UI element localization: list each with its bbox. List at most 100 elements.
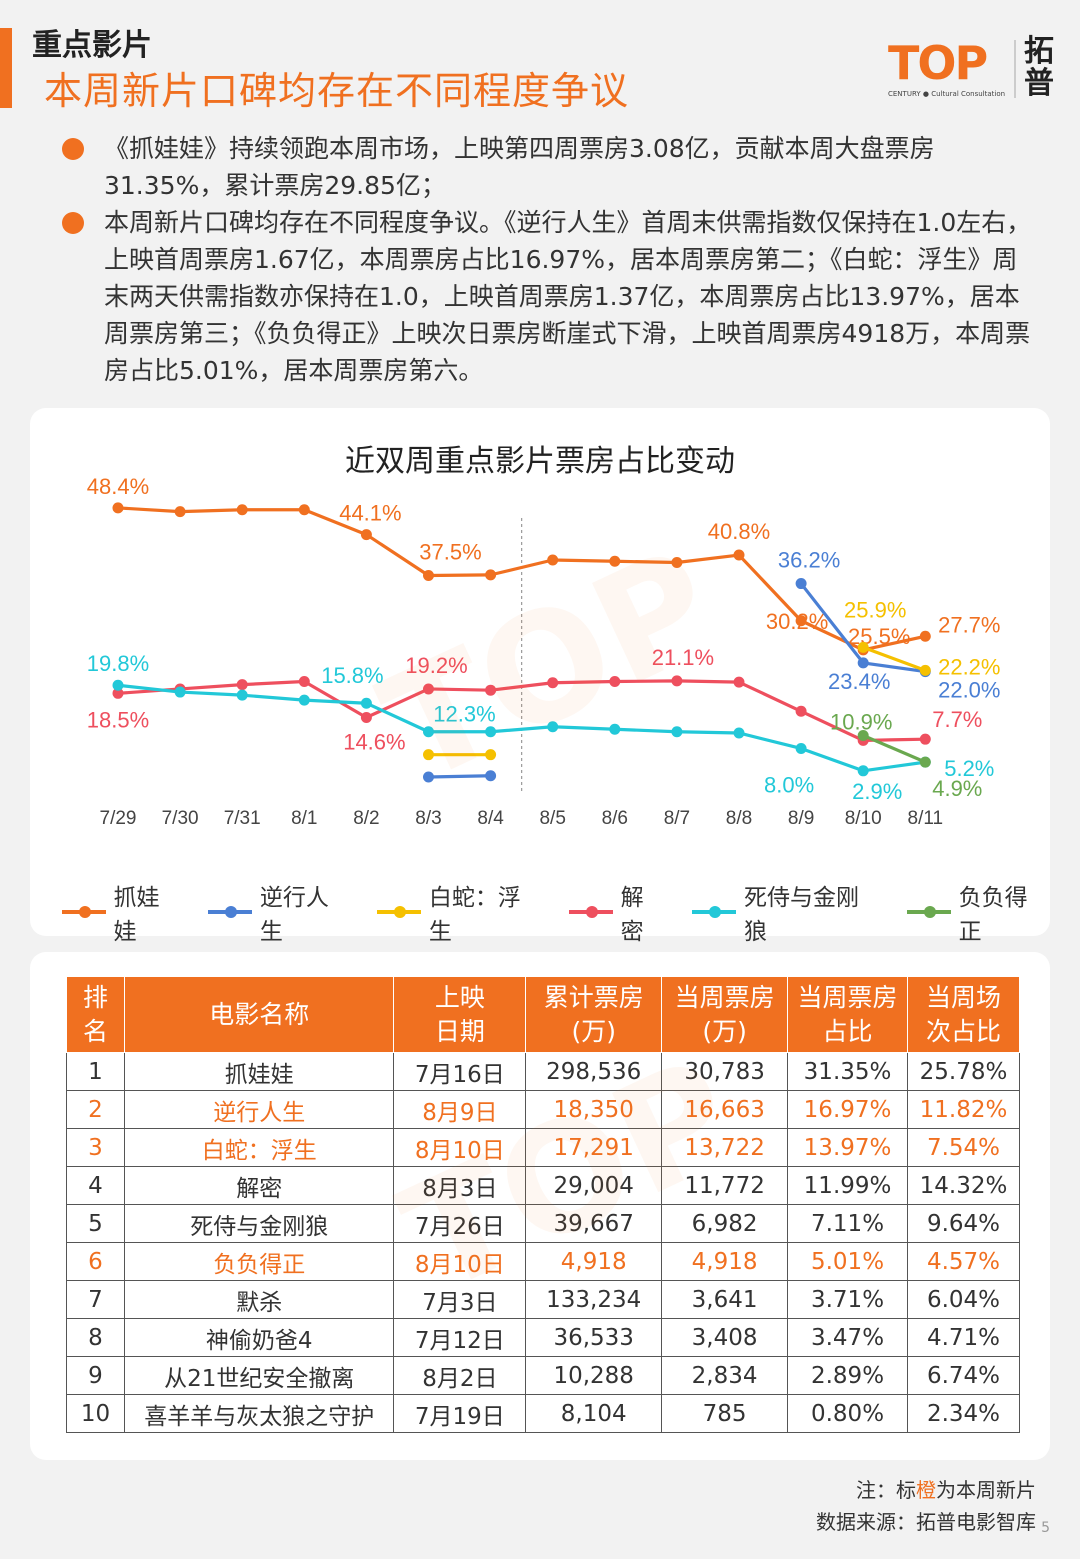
x-tick-label: 8/5 [539,808,565,829]
data-point [671,556,683,568]
legend-label: 白蛇：浮生 [428,885,521,945]
data-point [857,657,869,669]
cell-weekly: 13,722 [661,1128,789,1167]
cell-weekly: 785 [661,1394,789,1433]
data-point [485,726,497,738]
cell-date: 8月10日 [393,1128,527,1167]
legend-line-icon [692,906,736,918]
section-kicker: 重点影片 [32,28,152,63]
column-header: 排名 [66,976,125,1053]
data-label: 30.2% [766,609,828,634]
data-label: 48.4% [87,474,149,499]
cell-name: 默杀 [123,1280,395,1319]
data-point [609,723,621,735]
cell-date: 8月9日 [393,1090,527,1129]
cell-rank: 7 [66,1280,125,1319]
data-point [857,765,869,777]
series-line-抓娃娃 [117,506,926,652]
data-point [919,733,931,745]
column-header: 当周票房 占比 [787,976,908,1053]
legend-item: 负负得正 [907,878,1050,946]
x-tick-label: 7/29 [100,808,137,829]
cell-name: 从21世纪安全撤离 [123,1356,395,1395]
cell-rank: 6 [66,1242,125,1281]
data-label: 7.7% [932,707,982,732]
data-point [298,504,310,516]
logo-mark: TOP [888,36,988,90]
column-header: 上映 日期 [393,976,527,1053]
data-label: 14.6% [343,729,405,754]
data-point [919,664,931,676]
data-label: 25.5% [848,624,910,649]
data-point [919,630,931,642]
legend-line-icon [62,906,106,918]
cell-screen: 7.54% [906,1128,1021,1167]
data-label: 2.9% [852,779,902,804]
cell-date: 8月2日 [393,1356,527,1395]
legend-line-icon [569,906,613,918]
data-label: 40.8% [708,519,770,544]
data-point [485,684,497,696]
column-header: 当周场 次占比 [906,976,1021,1053]
data-point [360,529,372,541]
cell-rank: 1 [66,1052,125,1091]
data-point [485,749,497,761]
x-tick-label: 8/2 [353,808,379,829]
x-tick-label: 8/9 [788,808,814,829]
series-line-负负得正 [862,733,926,764]
cell-share: 31.35% [787,1052,908,1091]
bullet-text: 《抓娃娃》持续领跑本周市场，上映第四周票房3.08亿，贡献本周大盘票房31.35… [104,134,935,200]
column-header: 累计票房 (万) [525,976,663,1053]
cell-total: 36,533 [525,1318,663,1357]
legend-item: 解密 [569,878,666,946]
series-line-死侍与金刚狼 [117,683,926,773]
cell-total: 4,918 [525,1242,663,1281]
x-tick-label: 8/7 [664,808,690,829]
cell-screen: 9.64% [906,1204,1021,1243]
cell-weekly: 3,408 [661,1318,789,1357]
data-point [360,697,372,709]
cell-name: 白蛇：浮生 [123,1128,395,1167]
data-point [733,549,745,561]
data-point [298,676,310,688]
data-point [919,756,931,768]
data-point [547,554,559,566]
bullet-item: 《抓娃娃》持续领跑本周市场，上映第四周票房3.08亿，贡献本周大盘票房31.35… [60,130,1040,204]
data-label: 22.0% [938,678,1000,703]
page-number: 5 [1041,1520,1050,1536]
cell-screen: 25.78% [906,1052,1021,1091]
table-row: 8 神偷奶爸4 7月12日 36,533 3,408 3.47% 4.71% [66,1318,1021,1357]
legend-line-icon [208,906,252,918]
cell-weekly: 3,641 [661,1280,789,1319]
bullet-dot-icon [62,138,84,160]
accent-bar [0,28,12,108]
cell-name: 负负得正 [123,1242,395,1281]
cell-date: 7月19日 [393,1394,527,1433]
data-point [609,676,621,688]
data-label: 27.7% [938,612,1000,637]
data-source: 数据来源：拓普电影智库 [816,1510,1036,1534]
data-point [795,742,807,754]
data-label: 19.8% [87,651,149,676]
cell-rank: 2 [66,1090,125,1129]
legend-label: 抓娃娃 [113,885,160,945]
footnote-highlight: 橙 [916,1478,936,1502]
cell-screen: 4.57% [906,1242,1021,1281]
data-point [112,687,124,699]
data-point [236,679,248,691]
cell-share: 3.47% [787,1318,908,1357]
cell-total: 39,667 [525,1204,663,1243]
x-tick-label: 7/30 [162,808,199,829]
cell-rank: 4 [66,1166,125,1205]
cell-name: 死侍与金刚狼 [123,1204,395,1243]
box-office-table: 排名电影名称 上映 日期 累计票房 (万) 当周票房 (万) 当周票房 占比 当周场 次占比 1 抓娃… [66,976,1021,1433]
table-row: 4 解密 8月3日 29,004 11,772 11.99% 14.32% [66,1166,1021,1205]
x-tick-label: 8/3 [415,808,441,829]
data-point [733,727,745,739]
data-point [423,771,434,783]
data-point [236,504,248,516]
table-card: 排名电影名称 上映 日期 累计票房 (万) 当周票房 (万) 当周票房 占比 当周场 次占比 1 抓娃… [30,952,1050,1460]
cell-weekly: 11,772 [661,1166,789,1205]
x-tick-label: 8/4 [477,808,504,829]
line-chart: 7/29 7/30 7/31 8/1 8/2 8/3 8/4 8/5 8/6 8/7 8/8 8/9 8… [87,474,1001,829]
